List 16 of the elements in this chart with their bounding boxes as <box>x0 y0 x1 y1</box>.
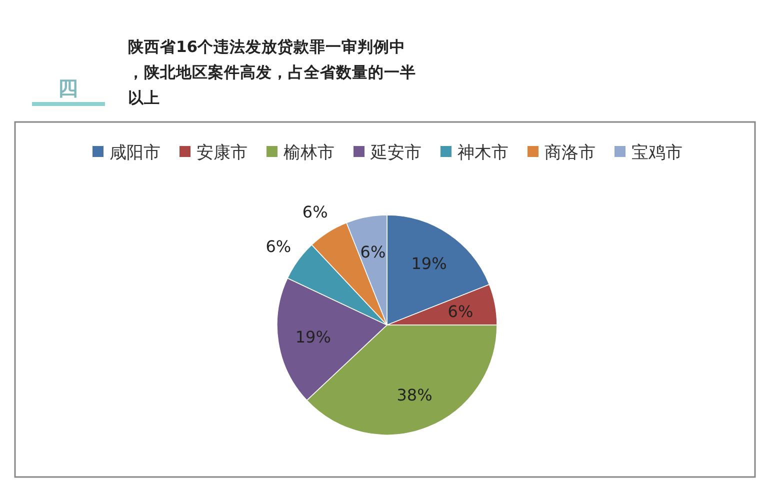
legend-label: 咸阳市 <box>110 143 160 163</box>
legend-label: 安康市 <box>196 143 248 163</box>
data-label: 6% <box>360 242 386 262</box>
data-label: 38% <box>396 386 432 405</box>
text: 四 <box>58 76 78 100</box>
data-label: 19% <box>411 254 447 274</box>
legend-label: 神木市 <box>458 143 508 163</box>
data-label: 6% <box>266 237 292 256</box>
legend-label: 商洛市 <box>544 143 596 163</box>
chart-title: 陕西省16个违法发放贷款罪一审判例中，陕北地区案件高发，占全省数量的一半以上 <box>128 37 416 107</box>
data-label: 6% <box>302 202 328 222</box>
legend-label: 宝鸡市 <box>632 143 682 163</box>
legend-label: 榆林市 <box>284 143 334 163</box>
legend-label: 延安市 <box>370 143 422 163</box>
data-label: 6% <box>448 302 474 321</box>
data-label: 19% <box>295 328 331 347</box>
